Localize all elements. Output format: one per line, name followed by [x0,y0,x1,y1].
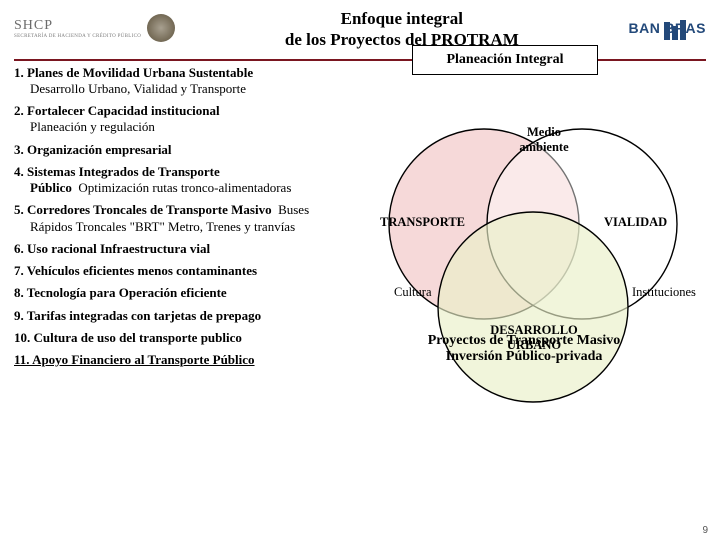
list-item: 11. Apoyo Financiero al Transporte Públi… [14,352,338,368]
list-item: 2. Fortalecer Capacidad institucionalPla… [14,103,338,136]
diagram-panel: Planeación Integral Medioambiente TRANSP… [344,65,712,375]
diagram-caption: Proyectos de Transporte Masivo Inversión… [354,333,694,367]
item-title: 3. Organización empresarial [14,142,338,158]
logo-right: BANBRAS [628,20,706,36]
shcp-block: SHCP SECRETARÍA DE HACIENDA Y CRÉDITO PÚ… [14,18,141,39]
item-title: 2. Fortalecer Capacidad institucional [14,103,338,119]
venn-circle [438,212,628,402]
label-left: TRANSPORTE [380,215,465,230]
label-right: VIALIDAD [604,215,667,230]
item-title: 11. Apoyo Financiero al Transporte Públi… [14,352,338,368]
list-item: 1. Planes de Movilidad Urbana Sustentabl… [14,65,338,98]
list-item: 6. Uso racional Infraestructura vial [14,241,338,257]
list-item: 7. Vehículos eficientes menos contaminan… [14,263,338,279]
items-list: 1. Planes de Movilidad Urbana Sustentabl… [14,65,344,375]
list-item: 5. Corredores Troncales de Transporte Ma… [14,202,338,235]
shcp-text: SHCP [14,18,141,34]
page-number: 9 [702,525,708,536]
shcp-seal-icon [147,14,175,42]
item-title: 1. Planes de Movilidad Urbana Sustentabl… [14,65,338,81]
header: SHCP SECRETARÍA DE HACIENDA Y CRÉDITO PÚ… [0,0,720,51]
shcp-subtext: SECRETARÍA DE HACIENDA Y CRÉDITO PÚBLICO [14,34,141,39]
venn-diagram: Medioambiente TRANSPORTE VIALIDAD Cultur… [354,89,694,429]
logo-left: SHCP SECRETARÍA DE HACIENDA Y CRÉDITO PÚ… [14,14,175,42]
list-item: 8. Tecnología para Operación eficiente [14,285,338,301]
item-sub: Planeación y regulación [30,119,338,135]
planeacion-box: Planeación Integral [412,45,598,75]
banobras-part1: BAN [628,20,660,36]
item-sub: Desarrollo Urbano, Vialidad y Transporte [30,81,338,97]
label-outer-right: Instituciones [632,285,696,300]
item-title: 10. Cultura de uso del transporte public… [14,330,338,346]
item-title: 5. Corredores Troncales de Transporte Ma… [14,202,272,217]
list-item: 4. Sistemas Integrados de Transporte Púb… [14,164,338,197]
content: 1. Planes de Movilidad Urbana Sustentabl… [0,65,720,375]
caption-line1: Proyectos de Transporte Masivo [354,333,694,350]
divider-rule [14,59,706,61]
item-title: 9. Tarifas integradas con tarjetas de pr… [14,308,338,324]
list-item: 9. Tarifas integradas con tarjetas de pr… [14,308,338,324]
label-top: Medioambiente [504,125,584,155]
caption-line2: Inversión Público-privada [354,349,694,366]
list-item: 10. Cultura de uso del transporte public… [14,330,338,346]
list-item: 3. Organización empresarial [14,142,338,158]
item-sub: Optimización rutas tronco-alimentadoras [78,180,291,195]
banobras-logo: BANBRAS [628,20,706,36]
item-title: 7. Vehículos eficientes menos contaminan… [14,263,338,279]
page-title-line1: Enfoque integral [285,8,519,29]
item-title: 6. Uso racional Infraestructura vial [14,241,338,257]
item-title: 8. Tecnología para Operación eficiente [14,285,338,301]
label-outer-left: Cultura [394,285,432,300]
